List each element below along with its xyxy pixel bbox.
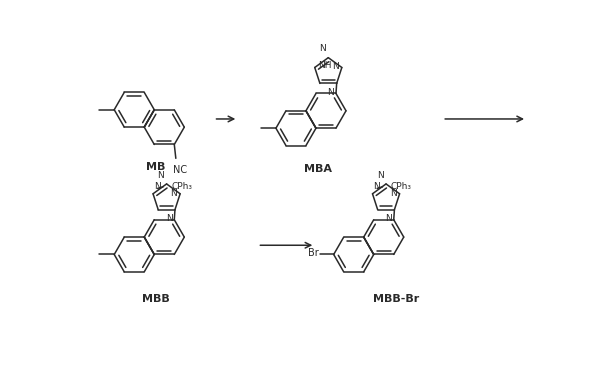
Text: N: N <box>332 62 339 71</box>
Text: N: N <box>170 189 177 197</box>
Text: MBB: MBB <box>142 294 170 304</box>
Text: N: N <box>385 214 392 223</box>
Text: N: N <box>377 171 384 180</box>
Text: NC: NC <box>173 165 187 175</box>
Text: N: N <box>154 182 161 191</box>
Text: N: N <box>166 214 173 223</box>
Text: N: N <box>158 171 164 180</box>
Text: CPh₃: CPh₃ <box>391 182 412 190</box>
Text: N: N <box>390 189 397 197</box>
Text: MBA: MBA <box>304 164 332 174</box>
Text: NH: NH <box>318 62 331 70</box>
Text: Br: Br <box>308 248 318 258</box>
Text: N: N <box>328 88 334 97</box>
Text: N: N <box>373 182 380 191</box>
Text: MB: MB <box>146 162 166 172</box>
Text: N: N <box>319 44 326 54</box>
Text: CPh₃: CPh₃ <box>172 182 193 190</box>
Text: MBB-Br: MBB-Br <box>373 294 419 304</box>
